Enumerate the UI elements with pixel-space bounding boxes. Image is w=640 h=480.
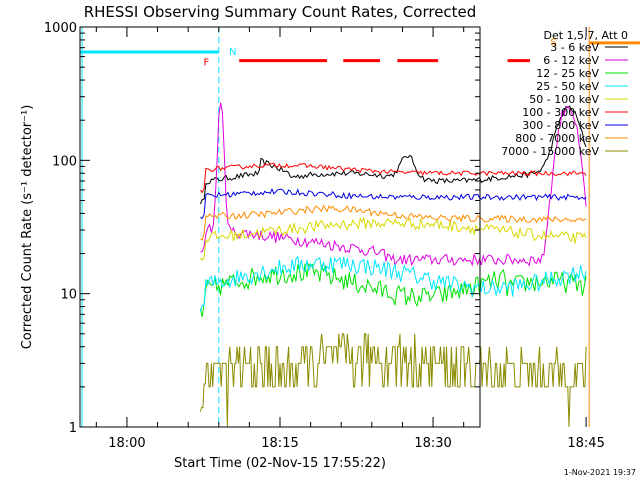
marker-s: S — [550, 37, 556, 48]
series-line-1 — [199, 105, 587, 205]
legend-label: 7000 - 15000 keV — [501, 145, 599, 158]
x-tick-label: 18:45 — [567, 436, 604, 451]
marker-f: F — [203, 58, 209, 69]
chart-title: RHESSI Observing Summary Count Rates, Co… — [84, 3, 477, 21]
marker-n: N — [229, 47, 236, 58]
x-axis-label: Start Time (02-Nov-15 17:55:22) — [174, 456, 386, 471]
legend-title: Det 1,5,7, Att 0 — [544, 29, 628, 42]
y-tick-label: 10 — [60, 288, 77, 303]
series-layer — [199, 102, 587, 428]
y-tick-label: 1 — [69, 421, 77, 436]
legend-label: 300 - 800 keV — [522, 119, 599, 132]
y-axis: 1 10 100 1000 — [44, 21, 480, 436]
legend-label: 6 - 12 keV — [543, 54, 599, 67]
y-tick-label: 100 — [52, 154, 77, 169]
legend-label: 3 - 6 keV — [550, 41, 599, 54]
y-tick-label: 1000 — [44, 21, 77, 36]
series-line-7 — [200, 187, 587, 220]
series-line-9 — [199, 333, 587, 428]
series-line-6 — [200, 162, 587, 194]
marker-layer: N F S — [203, 37, 556, 68]
legend-label: 12 - 25 keV — [536, 67, 599, 80]
x-tick-label: 18:00 — [108, 436, 145, 451]
legend-label: 100 - 300 keV — [522, 106, 599, 119]
y-axis-label: Corrected Count Rate (s⁻¹ detector⁻¹) — [20, 105, 35, 350]
legend-label: 800 - 7000 keV — [515, 132, 599, 145]
series-line-4 — [199, 255, 587, 312]
legend-label: 50 - 100 keV — [529, 93, 599, 106]
series-line-8 — [200, 204, 587, 241]
x-tick-label: 18:30 — [414, 436, 451, 451]
series-line-2 — [200, 102, 587, 267]
attenuator-layer — [80, 27, 640, 427]
series-line-5 — [200, 216, 587, 261]
x-tick-label: 18:15 — [261, 436, 298, 451]
legend-label: 25 - 50 keV — [536, 80, 599, 93]
timestamp: 1-Nov-2021 19:37 — [564, 468, 636, 477]
